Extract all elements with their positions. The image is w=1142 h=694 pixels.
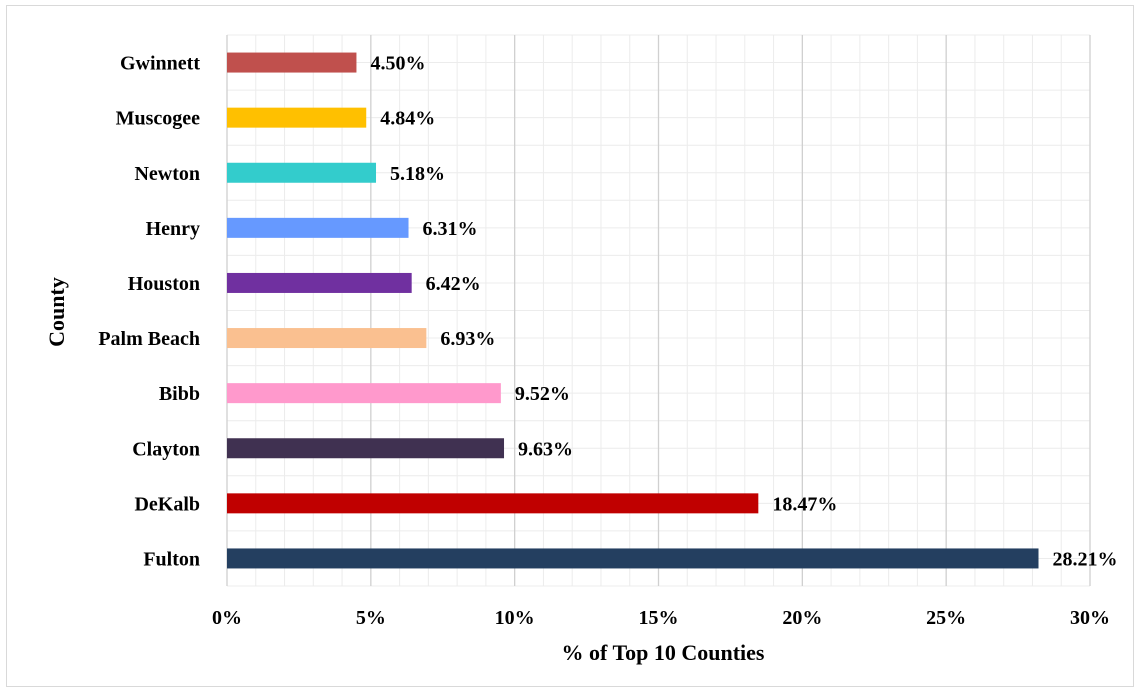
bar-bibb bbox=[227, 383, 501, 404]
data-label: 6.31% bbox=[423, 218, 478, 240]
bar-clayton bbox=[227, 438, 505, 459]
bar-muscogee bbox=[227, 107, 367, 128]
bars bbox=[227, 52, 1039, 569]
x-tick-label: 5% bbox=[356, 607, 386, 629]
data-label: 6.93% bbox=[440, 328, 495, 350]
category-label: Newton bbox=[134, 163, 200, 185]
bar-henry bbox=[227, 217, 409, 238]
category-label: Houston bbox=[128, 273, 200, 295]
bar-houston bbox=[227, 272, 412, 293]
category-label: Palm Beach bbox=[98, 328, 200, 350]
x-tick-label: 30% bbox=[1070, 607, 1110, 629]
bar-palm-beach bbox=[227, 328, 427, 349]
y-axis-title: County bbox=[44, 277, 69, 347]
x-tick-label: 10% bbox=[495, 607, 535, 629]
category-label: Henry bbox=[146, 218, 200, 240]
category-label: Fulton bbox=[143, 548, 200, 570]
category-label: DeKalb bbox=[134, 493, 200, 515]
x-tick-label: 15% bbox=[639, 607, 679, 629]
category-label: Gwinnett bbox=[120, 53, 200, 75]
data-label: 6.42% bbox=[426, 273, 481, 295]
x-axis-title: % of Top 10 Counties bbox=[562, 640, 765, 665]
bar-dekalb bbox=[227, 493, 759, 514]
bar-fulton bbox=[227, 548, 1039, 569]
category-label: Clayton bbox=[132, 438, 200, 460]
x-tick-label: 20% bbox=[782, 607, 822, 629]
data-label: 9.63% bbox=[518, 438, 573, 460]
x-tick-label: 0% bbox=[212, 607, 242, 629]
bar-gwinnett bbox=[227, 52, 357, 73]
data-label: 18.47% bbox=[772, 493, 837, 515]
category-label: Muscogee bbox=[116, 108, 201, 130]
category-label: Bibb bbox=[159, 383, 200, 405]
data-label: 4.50% bbox=[370, 53, 425, 75]
data-label: 5.18% bbox=[390, 163, 445, 185]
bar-newton bbox=[227, 162, 377, 183]
data-label: 9.52% bbox=[515, 383, 570, 405]
data-label: 28.21% bbox=[1053, 548, 1118, 570]
data-label: 4.84% bbox=[380, 108, 435, 130]
labels: 0% 5% 10% 15% 20% 25% 30% Fulton 28.21% DeKalb 18.… bbox=[98, 53, 1117, 629]
x-tick-label: 25% bbox=[926, 607, 966, 629]
